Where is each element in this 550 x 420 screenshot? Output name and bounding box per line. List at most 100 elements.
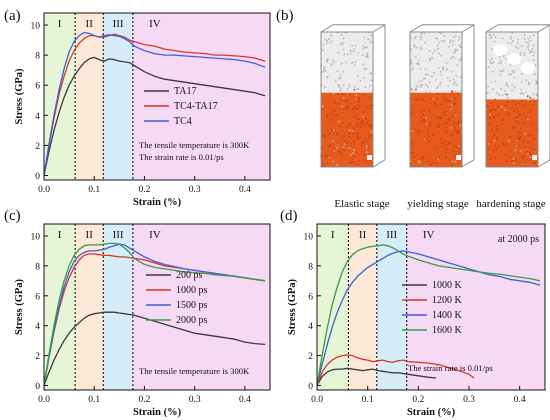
cell-particle [496,138,499,141]
cell-particle [336,164,339,166]
cell-particle [494,145,496,148]
cell-particle [513,162,515,165]
cell-particle [451,55,454,58]
cell-particle [489,117,492,120]
panel-c-x-axis-title: Strain (%) [133,407,182,418]
cell-particle [353,88,356,91]
cell-particle [359,80,362,82]
panel-a-x-tick-label: 0.3 [189,185,201,195]
cell-particle [445,62,448,64]
cell-particle [333,110,335,113]
cell-particle [496,125,498,127]
cell-particle [332,140,334,142]
cell-void [367,155,372,160]
cell-particle [502,69,505,71]
cell-particle [429,122,431,125]
cell-particle [351,44,353,47]
cell-particle [525,79,527,81]
panel-c-x-tick-label: 0.3 [189,395,201,405]
cell-particle [346,53,349,56]
cell-frame-edge [320,24,334,33]
cell-particle [510,36,512,38]
cell-particle [419,117,422,119]
cell-particle [348,85,351,88]
cell-particle [321,71,324,74]
panel-d-x-tick-label: 0.2 [412,395,424,405]
cell-particle [369,105,372,107]
panel-d-annotation-0: The strain rate is 0.01/ps [408,363,493,373]
cell-particle [456,146,459,149]
cell-particle [490,158,492,160]
cell-particle [486,156,488,159]
cell-particle [527,141,529,143]
cell-particle [456,132,458,135]
cell-particle [419,46,422,49]
cell-particle [507,112,510,115]
cell-particle [340,98,342,101]
cell-particle [489,61,492,64]
cell-particle [323,68,325,70]
cell-particle [536,127,538,129]
cell-particle [456,64,459,66]
cell-particle [527,44,530,46]
cell-particle [412,152,415,155]
cell-particle [324,66,326,69]
cell-particle [490,57,493,60]
cell-upper-region [321,32,373,93]
panel-c-legend-label-1: 1000 ps [176,285,208,296]
cell-particle [365,118,368,120]
cell-particle [517,102,519,104]
cell-particle [452,115,454,118]
cell-particle [330,118,333,120]
cell-particle [493,33,495,36]
cell-particle [423,118,425,121]
cell-particle [508,73,511,76]
cell-particle [491,129,494,132]
panel-d-x-tick-label: 0.3 [463,395,475,405]
cell-particle [413,44,416,46]
panel-d-series-line-1 [316,354,475,386]
cell-particle [492,61,495,64]
cell-particle [369,160,372,162]
cell-particle [519,136,522,139]
cell-particle [514,125,517,128]
cell-particle [365,67,368,70]
cell-particle [459,59,461,62]
cell-particle [414,37,417,39]
panel-a-legend-label-1: TC4-TA17 [174,101,218,112]
cell-particle [501,94,504,97]
cell-particle [425,123,428,125]
cell-particle [428,50,431,52]
cell-particle [357,132,360,135]
cell-particle [451,90,453,92]
cell-particle [450,126,453,129]
cell-frame-edge [537,24,550,33]
cell-particle [529,156,531,159]
panel-a-y-tick-label: 10 [31,22,41,32]
panel-c-series-line-0 [43,311,266,386]
cell-particle [529,108,532,111]
cell-particle [422,156,425,159]
panel-d-letter: (d) [280,208,298,224]
cell-particle [447,143,450,146]
cell-particle [458,36,461,39]
cell-particle [491,48,493,51]
cell-particle [421,99,423,102]
cell-particle [324,86,326,88]
cell-particle [344,143,346,146]
cell-particle [346,88,349,90]
cell-particle [410,48,412,51]
cell-particle [337,51,340,54]
cell-particle [427,160,429,163]
cell-particle [344,140,347,143]
cell-particle [354,116,357,119]
cell-particle [512,158,515,161]
cell-particle [454,50,457,52]
cell-particle [527,41,529,44]
cell-particle [515,159,517,161]
simulation-cell-1 [409,24,475,168]
panel-c-stage-label-iv: IV [149,229,161,241]
cell-particle [436,87,438,90]
cell-particle [351,108,354,111]
panel-a-y-tick-label: 2 [35,142,40,152]
